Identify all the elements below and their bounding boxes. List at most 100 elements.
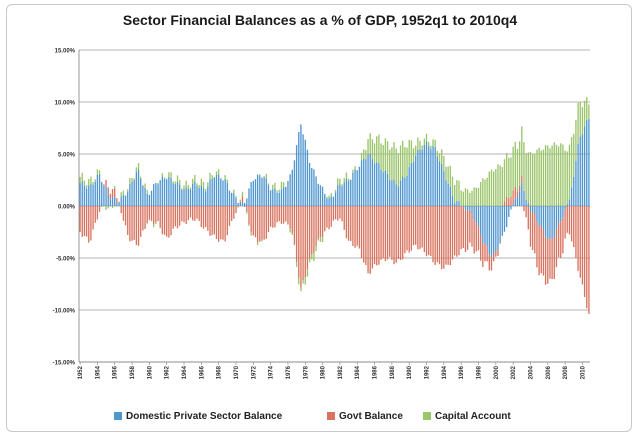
bar-govt — [170, 206, 172, 236]
bar-private — [192, 184, 194, 206]
bar-private — [269, 190, 272, 206]
bar-govt — [581, 206, 584, 285]
bar-private — [573, 176, 575, 206]
bar-govt — [527, 206, 529, 230]
bar-govt — [107, 187, 109, 195]
bar-private — [133, 179, 135, 206]
bar-private — [252, 180, 254, 206]
bar-govt — [287, 206, 289, 225]
x-tick-label: 2008 — [563, 365, 569, 379]
bar-govt — [213, 206, 215, 235]
bar-govt — [321, 206, 324, 237]
bar-capital — [503, 159, 506, 202]
bar-govt — [512, 190, 514, 204]
bar-capital — [378, 134, 380, 164]
bar-private — [146, 193, 148, 206]
bar-private — [196, 186, 198, 206]
bar-private — [434, 146, 436, 206]
bar-private — [536, 206, 538, 222]
bar-capital — [384, 138, 387, 171]
bar-private — [224, 178, 226, 206]
bar-govt — [111, 189, 114, 198]
bar-private — [547, 206, 549, 239]
bar-govt — [395, 206, 397, 263]
bar-capital — [85, 185, 88, 189]
bar-private — [324, 193, 326, 206]
bar-govt — [432, 206, 434, 263]
bar-capital — [393, 142, 395, 180]
bar-govt — [267, 206, 270, 233]
bar-private — [503, 206, 506, 232]
bar-govt — [423, 206, 426, 253]
bar-capital — [127, 189, 129, 192]
bar-govt — [235, 206, 237, 213]
legend-item-capital: Capital Account — [423, 409, 511, 423]
bar-private — [111, 197, 114, 206]
y-tick-labels: 15.00% 10.00% 5.00% 0.00% -5.00% -10.00% -15.0… — [53, 49, 76, 367]
bar-capital — [90, 176, 92, 184]
bar-private — [166, 179, 168, 206]
bar-govt — [172, 206, 174, 229]
bar-govt — [129, 206, 131, 242]
bar-private — [508, 206, 510, 217]
bar-private — [287, 181, 289, 206]
bar-private — [235, 197, 237, 206]
bar-capital — [551, 145, 553, 206]
bar-govt — [534, 214, 536, 254]
bar-capital — [499, 165, 501, 206]
bar-capital — [547, 145, 549, 206]
x-tick-label: 1984 — [355, 365, 361, 379]
bar-govt — [205, 206, 207, 228]
bar-capital — [120, 192, 122, 197]
x-tick-label: 1972 — [251, 365, 257, 379]
bar-capital — [272, 184, 274, 190]
bar-govt — [285, 206, 287, 222]
bar-private — [326, 198, 328, 206]
bar-capital — [406, 147, 408, 176]
bar-private — [150, 190, 153, 206]
bar-private — [430, 148, 432, 206]
bar-private — [512, 203, 514, 206]
bar-private — [163, 178, 166, 206]
bar-govt — [475, 223, 477, 252]
bar-capital — [382, 144, 384, 173]
bar-govt — [575, 206, 577, 259]
bar-private — [319, 185, 322, 206]
bar-capital — [356, 245, 358, 247]
x-tick-label: 1966 — [199, 365, 205, 379]
x-tick-label: 1962 — [165, 365, 171, 379]
bar-private — [200, 185, 203, 206]
bar-private — [551, 206, 553, 239]
y-tick-label: 15.00% — [55, 49, 76, 55]
bar-govt — [159, 206, 161, 228]
bar-govt — [101, 181, 103, 183]
x-tick-label: 1980 — [321, 365, 327, 379]
legend-label-capital: Capital Account — [435, 410, 511, 422]
bar-private — [237, 203, 239, 206]
bar-govt — [449, 206, 452, 266]
bar-capital — [137, 163, 140, 170]
bar-private — [521, 182, 523, 206]
axes — [78, 50, 590, 365]
bar-private — [304, 139, 306, 206]
bar-govt — [135, 206, 138, 245]
bar-capital — [209, 172, 211, 180]
bar-govt — [586, 206, 588, 309]
bar-private — [553, 206, 555, 237]
bar-capital — [282, 182, 285, 188]
bar-private — [501, 206, 503, 236]
bar-govt — [200, 206, 203, 228]
bar-private — [129, 183, 131, 206]
bar-capital — [564, 150, 566, 206]
bar-govt — [217, 206, 220, 242]
x-tick-label: 1968 — [217, 365, 223, 379]
y-tick-label: 0.00% — [58, 205, 76, 211]
bar-private — [256, 174, 259, 206]
bar-capital — [293, 244, 296, 246]
bar-govt — [380, 206, 382, 260]
bar-capital — [466, 189, 469, 206]
bar-private — [449, 186, 452, 206]
y-tick-label: -15.00% — [53, 361, 76, 367]
bar-capital — [534, 154, 536, 206]
bar-private — [583, 126, 586, 206]
